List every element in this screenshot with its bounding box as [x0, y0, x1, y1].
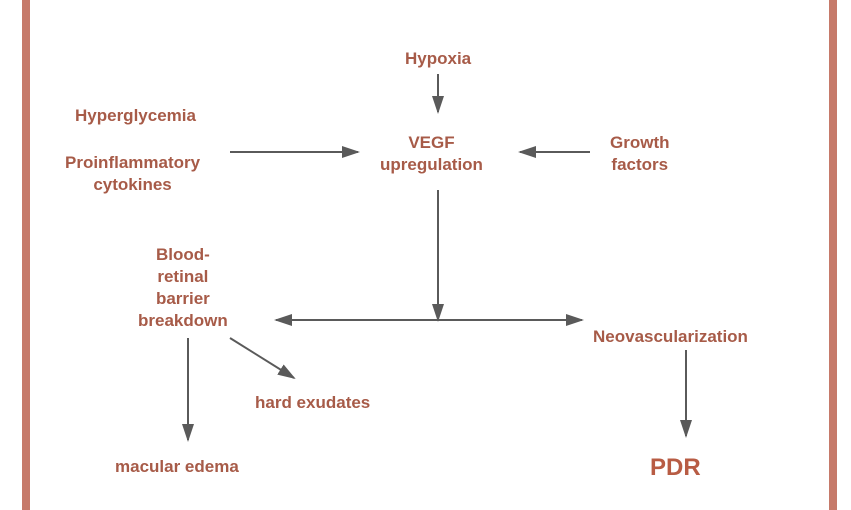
node-blood-retinal: Blood- retinal barrier breakdown — [138, 244, 228, 332]
arrows-layer — [0, 0, 851, 510]
node-hyperglycemia: Hyperglycemia — [75, 105, 196, 127]
node-pdr: PDR — [650, 452, 701, 483]
node-growth-factors: Growth factors — [610, 132, 670, 176]
node-hypoxia: Hypoxia — [405, 48, 471, 70]
node-hard-exudates: hard exudates — [255, 392, 370, 414]
node-macular-edema: macular edema — [115, 456, 239, 478]
node-neovascularization: Neovascularization — [593, 326, 748, 348]
node-vegf: VEGF upregulation — [380, 132, 483, 176]
right-accent-bar — [829, 0, 837, 510]
node-proinflammatory: Proinflammatory cytokines — [65, 152, 200, 196]
left-accent-bar — [22, 0, 30, 510]
